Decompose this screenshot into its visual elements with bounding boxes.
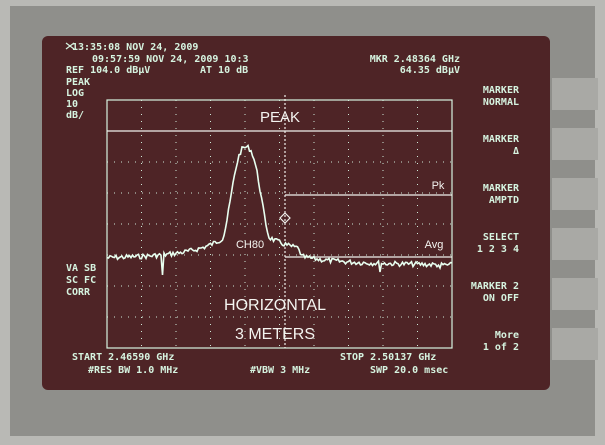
softkey-label: MARKER [483, 183, 520, 194]
stop-frequency: STOP 2.50137 GHz [340, 352, 436, 363]
marker-level: 64.35 dBμV [400, 65, 460, 76]
softkey-label: ON OFF [483, 293, 519, 304]
peak-line-label: Pk [432, 180, 445, 192]
attenuation: AT 10 dB [200, 65, 248, 76]
softkey-buttons [552, 78, 598, 360]
softkey-label: MARKER [483, 85, 520, 96]
left-label: dB/ [66, 110, 84, 121]
status-label: VA SB [66, 263, 96, 274]
left-label: 10 [66, 99, 78, 110]
marker-frequency: MKR 2.48364 GHz [370, 54, 460, 65]
average-line-label: Avg [425, 239, 444, 251]
reference: REF 104.0 dBμV [66, 65, 150, 76]
distance-label: 3 METERS [235, 326, 315, 343]
softkey-label: MARKER 2 [471, 281, 519, 292]
status-label: CORR [66, 287, 91, 298]
softkey-label: 1 of 2 [483, 342, 519, 353]
trace [106, 144, 453, 276]
polarization-label: HORIZONTAL [224, 297, 326, 314]
sweep-time: SWP 20.0 msec [370, 365, 448, 376]
video-bandwidth: #VBW 3 MHz [250, 365, 310, 376]
softkey-label: Δ [513, 146, 519, 157]
softkey-label: 1 2 3 4 [477, 244, 519, 255]
left-label: LOG [66, 88, 84, 99]
resolution-bandwidth: #RES BW 1.0 MHz [88, 365, 178, 376]
softkey-label: More [495, 330, 519, 341]
channel-label: CH80 [236, 239, 264, 251]
softkey-label: MARKER [483, 134, 520, 145]
timestamp: 09:57:59 NOV 24, 2009 10:3 [92, 54, 249, 65]
start-frequency: START 2.46590 GHz [72, 352, 174, 363]
softkey-label: AMPTD [489, 195, 519, 206]
softkey-label: NORMAL [483, 97, 519, 108]
softkey-label: SELECT [483, 232, 519, 243]
status-label: SC FC [66, 275, 96, 286]
clock: 13:35:08 NOV 24, 2009 [72, 42, 198, 53]
screen [42, 36, 550, 390]
detector-label: PEAK [260, 109, 300, 126]
graticule-frame [106, 99, 453, 349]
marker [279, 212, 291, 224]
left-label: PEAK [66, 77, 90, 88]
star-icon [65, 42, 75, 50]
